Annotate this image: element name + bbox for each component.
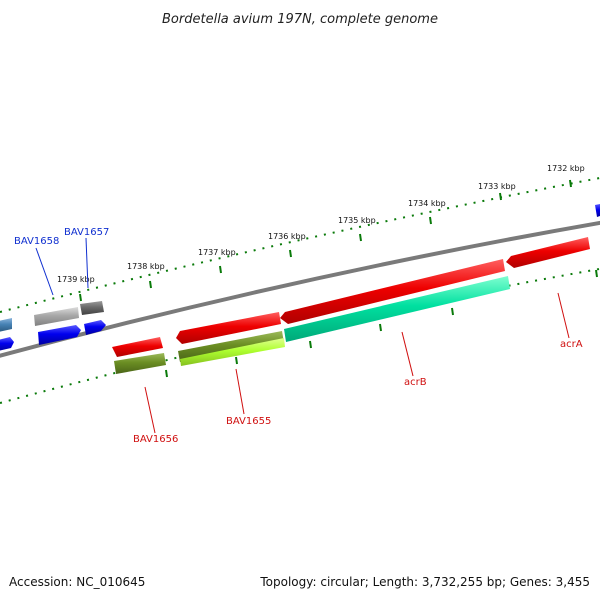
reverse-strand-features: [0, 276, 510, 374]
inner-major-ticks: [165, 269, 598, 378]
gene-label-leaders: [35, 237, 570, 434]
tick-label: 1736 kbp: [268, 232, 306, 241]
gene-feature-bav1657[interactable]: [80, 301, 104, 315]
gene-feature-acrA[interactable]: [506, 237, 590, 268]
tick-label: 1734 kbp: [408, 199, 446, 208]
gene-label-acrA: acrA: [560, 339, 583, 350]
gene-feature-blue[interactable]: [0, 337, 14, 351]
accession-text: Accession: NC_010645: [9, 575, 145, 589]
gene-feature-blue-edge[interactable]: [595, 204, 600, 217]
gene-label-bav1658: BAV1658: [14, 236, 59, 247]
tick-label: 1735 kbp: [338, 216, 376, 225]
forward-strand-features: [0, 204, 600, 357]
gene-feature-red-small[interactable]: [112, 337, 163, 357]
tick-label: 1732 kbp: [547, 164, 585, 173]
gene-feature-steel[interactable]: [0, 318, 12, 332]
gene-label-bav1657: BAV1657: [64, 227, 109, 238]
gene-feature-blue[interactable]: [38, 325, 81, 345]
gene-feature-acrB[interactable]: [280, 259, 505, 324]
gene-label-acrB: acrB: [404, 377, 427, 388]
outer-tick-row: [0, 176, 600, 313]
gene-feature-teal[interactable]: [284, 276, 510, 342]
gene-feature-blue[interactable]: [84, 320, 106, 335]
tick-label: 1739 kbp: [57, 275, 95, 284]
gene-feature-bav1656[interactable]: [114, 353, 166, 374]
tick-label: 1733 kbp: [478, 182, 516, 191]
gene-feature-bav1658[interactable]: [34, 307, 79, 326]
genome-backbone: [0, 220, 600, 358]
gene-label-bav1656: BAV1656: [133, 434, 178, 445]
gene-label-bav1655: BAV1655: [226, 416, 271, 427]
map-title: Bordetella avium 197N, complete genome: [162, 12, 438, 27]
gene-feature-bav1656-region[interactable]: [176, 312, 281, 344]
outer-major-ticks: [79, 179, 572, 302]
tick-label: 1737 kbp: [198, 248, 236, 257]
genome-info-text: Topology: circular; Length: 3,732,255 bp…: [259, 575, 590, 589]
gene-feature-bav1655-lime[interactable]: [180, 338, 285, 366]
kbp-labels: 1732 kbp 1733 kbp 1734 kbp 1735 kbp 1736…: [57, 164, 585, 284]
tick-label: 1738 kbp: [127, 262, 165, 271]
